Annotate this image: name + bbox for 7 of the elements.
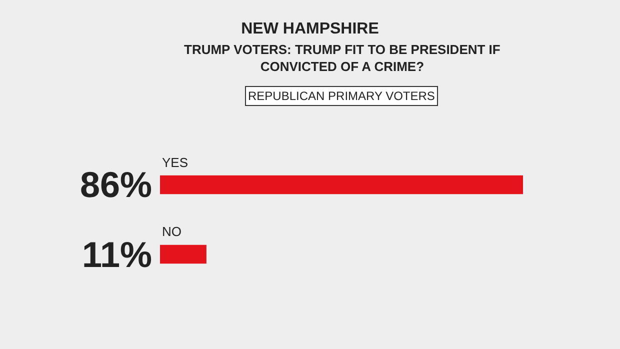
chart-subtitle: TRUMP VOTERS: TRUMP FIT TO BE PRESIDENT IF CONVICTED OF A CRIME? [184, 42, 500, 74]
chart-title: NEW HAMPSHIRE [241, 20, 380, 38]
data-label: 86% [80, 164, 152, 205]
y-tick-label: NO [162, 224, 182, 239]
data-label: 11% [82, 234, 152, 275]
text: REPUBLICAN PRIMARY VOTERS [248, 89, 435, 103]
y-tick-label: YES [162, 155, 188, 170]
